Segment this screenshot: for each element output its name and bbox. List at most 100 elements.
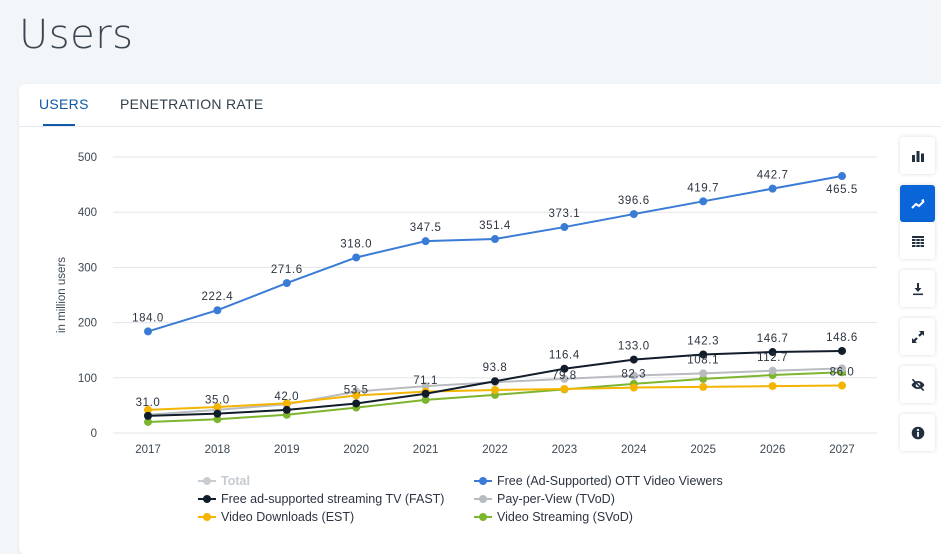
data-point[interactable] <box>144 417 152 426</box>
data-label: 82.3 <box>621 369 646 381</box>
line-chart: 0 100 200 300 400 500 in million users 2017 2018… <box>56 152 877 456</box>
x-tick-label: 2024 <box>621 444 647 456</box>
data-label: 396.6 <box>618 195 650 207</box>
data-point[interactable] <box>560 384 569 393</box>
data-point[interactable] <box>768 382 777 391</box>
data-point[interactable] <box>560 374 569 383</box>
data-point[interactable] <box>421 395 430 404</box>
data-point[interactable] <box>491 385 499 394</box>
data-point[interactable] <box>213 403 222 412</box>
data-point[interactable] <box>352 391 361 400</box>
data-label: 419.7 <box>687 182 719 194</box>
data-point[interactable] <box>352 399 361 408</box>
legend-label: Free (Ad-Supported) OTT Video Viewers <box>497 474 723 488</box>
data-label: 108.1 <box>687 354 719 366</box>
data-point[interactable] <box>352 253 361 262</box>
data-point[interactable] <box>213 409 222 418</box>
data-label: 373.1 <box>549 208 581 220</box>
y-tick-label: 400 <box>78 207 97 219</box>
line-chart-button[interactable] <box>900 185 935 222</box>
data-label: 146.7 <box>757 333 789 345</box>
download-icon <box>912 282 923 295</box>
x-tick-label: 2020 <box>343 444 369 456</box>
data-point[interactable] <box>144 327 152 336</box>
legend-item[interactable]: Video Downloads (EST) <box>198 510 354 524</box>
y-tick-label: 500 <box>78 152 97 164</box>
data-point[interactable] <box>768 366 777 375</box>
data-point[interactable] <box>144 411 152 420</box>
data-point[interactable] <box>282 405 291 414</box>
data-point[interactable] <box>491 377 499 386</box>
active-tab-indicator <box>43 124 75 126</box>
x-tick-label: 2025 <box>690 444 716 456</box>
legend-item[interactable]: Total <box>198 474 250 488</box>
data-point[interactable] <box>768 184 777 193</box>
data-label: 318.0 <box>340 238 372 250</box>
data-label: 35.0 <box>205 395 230 407</box>
data-label: 271.6 <box>271 264 303 276</box>
legend-marker <box>198 512 216 522</box>
data-point[interactable] <box>560 223 569 232</box>
data-point[interactable] <box>421 237 430 246</box>
data-point[interactable] <box>213 306 222 315</box>
legend-item[interactable]: Pay-per-View (TVoD) <box>474 492 615 506</box>
data-point[interactable] <box>421 389 430 398</box>
data-point[interactable] <box>629 383 638 392</box>
x-tick-label: 2027 <box>829 444 855 456</box>
data-label: 79.8 <box>552 370 577 382</box>
legend-item[interactable]: Video Streaming (SVoD) <box>474 510 633 524</box>
data-point[interactable] <box>699 350 708 359</box>
data-point[interactable] <box>699 197 708 206</box>
data-point[interactable] <box>768 348 777 357</box>
legend-marker <box>474 476 492 486</box>
data-point[interactable] <box>629 210 638 219</box>
data-label: 71.1 <box>413 375 438 387</box>
data-point[interactable] <box>213 415 222 424</box>
data-point[interactable] <box>838 346 846 355</box>
tab-penetration-rate[interactable]: PENETRATION RATE <box>120 96 264 112</box>
data-point[interactable] <box>491 235 499 244</box>
data-point[interactable] <box>282 399 291 408</box>
legend-item[interactable]: Free (Ad-Supported) OTT Video Viewers <box>474 474 723 488</box>
table-button[interactable] <box>900 222 935 259</box>
data-point[interactable] <box>838 172 846 181</box>
chart-legend: Total Free (Ad-Supported) OTT Video Viewe… <box>198 474 723 524</box>
data-point[interactable] <box>560 364 569 373</box>
data-point[interactable] <box>699 374 708 383</box>
hide-button[interactable] <box>900 366 935 403</box>
table-icon <box>911 235 924 247</box>
data-point[interactable] <box>282 279 291 288</box>
data-point[interactable] <box>838 364 846 373</box>
legend-item[interactable]: Free ad-supported streaming TV (FAST) <box>198 492 444 506</box>
data-label: 148.6 <box>826 332 858 344</box>
tab-users[interactable]: USERS <box>39 96 89 112</box>
x-tick-label: 2021 <box>413 444 439 456</box>
data-label: 351.4 <box>479 220 511 232</box>
x-tick-label: 2023 <box>552 444 578 456</box>
chart-card: USERS PENETRATION RATE <box>19 84 941 554</box>
fullscreen-button[interactable] <box>900 318 935 355</box>
y-tick-label: 100 <box>78 373 97 385</box>
data-point[interactable] <box>144 405 152 414</box>
data-point[interactable] <box>699 382 708 391</box>
info-button[interactable] <box>900 414 935 451</box>
x-tick-label: 2017 <box>135 444 161 456</box>
data-label: 133.0 <box>618 341 650 353</box>
y-tick-label: 300 <box>78 262 97 274</box>
data-point[interactable] <box>838 381 846 390</box>
page-title: Users <box>19 12 134 58</box>
line-chart-icon <box>910 198 925 209</box>
x-tick-label: 2018 <box>205 444 231 456</box>
data-point[interactable] <box>699 369 708 378</box>
data-point[interactable] <box>629 371 638 380</box>
download-button[interactable] <box>900 270 935 307</box>
data-label: 465.5 <box>826 184 858 196</box>
data-point[interactable] <box>421 382 430 391</box>
y-tick-label: 0 <box>91 428 97 440</box>
data-label: 184.0 <box>132 312 164 324</box>
bar-chart-button[interactable] <box>900 137 935 174</box>
legend-label: Free ad-supported streaming TV (FAST) <box>221 492 445 506</box>
tab-bar: USERS PENETRATION RATE <box>19 84 941 127</box>
data-label: 347.5 <box>410 222 442 234</box>
data-point[interactable] <box>629 355 638 364</box>
